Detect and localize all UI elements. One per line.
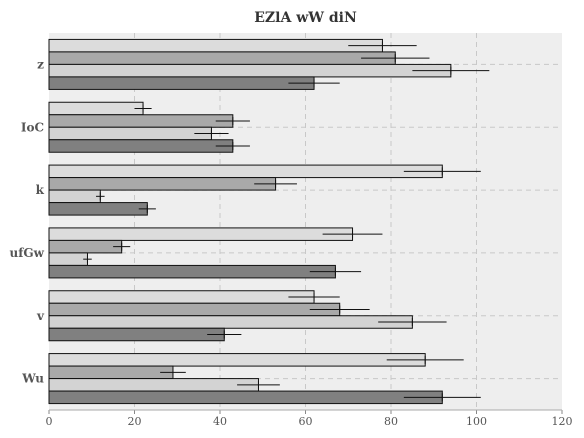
bar: [48, 202, 148, 216]
x-tick-label: 100: [466, 415, 487, 428]
plot-background: [49, 33, 562, 410]
bar: [48, 264, 336, 279]
bar: [48, 76, 315, 90]
bar: [48, 378, 259, 392]
y-category-label: k: [36, 183, 45, 197]
bar: [48, 252, 88, 266]
y-category-label: Wu: [21, 372, 44, 386]
bars: [48, 38, 452, 405]
x-tick-label: 60: [299, 415, 313, 428]
bar: [48, 114, 234, 128]
chart-title: EZlA wW diN: [254, 10, 357, 26]
error-bars: [83, 41, 490, 402]
bar: [48, 315, 413, 329]
bar: [48, 51, 396, 65]
bar: [48, 290, 315, 304]
y-category-label: z: [37, 57, 44, 71]
bar: [48, 353, 426, 367]
x-axis-ticks: 0 20 40 60 80 100 120: [46, 410, 573, 428]
bar: [48, 164, 443, 179]
bar: [48, 189, 101, 204]
bar: [48, 365, 174, 380]
bar: [48, 63, 452, 78]
x-tick-label: 20: [128, 415, 142, 428]
x-tick-label: 120: [552, 415, 573, 428]
bar: [48, 126, 212, 141]
bar: [48, 139, 234, 153]
y-category-label: IoC: [21, 120, 44, 134]
bar: [48, 302, 341, 317]
y-category-label: v: [36, 309, 45, 323]
bar: [48, 239, 123, 254]
bar: [48, 38, 383, 53]
x-tick-label: 40: [213, 415, 227, 428]
bar: [48, 227, 354, 241]
bar: [48, 390, 443, 405]
bar: [48, 177, 277, 191]
x-tick-label: 0: [46, 415, 53, 428]
x-tick-label: 80: [384, 415, 398, 428]
bar: [48, 101, 144, 116]
y-category-label: ufGw: [10, 246, 45, 260]
y-axis-categories: Wu v ufGw k IoC z: [10, 57, 45, 385]
bar: [48, 327, 225, 342]
